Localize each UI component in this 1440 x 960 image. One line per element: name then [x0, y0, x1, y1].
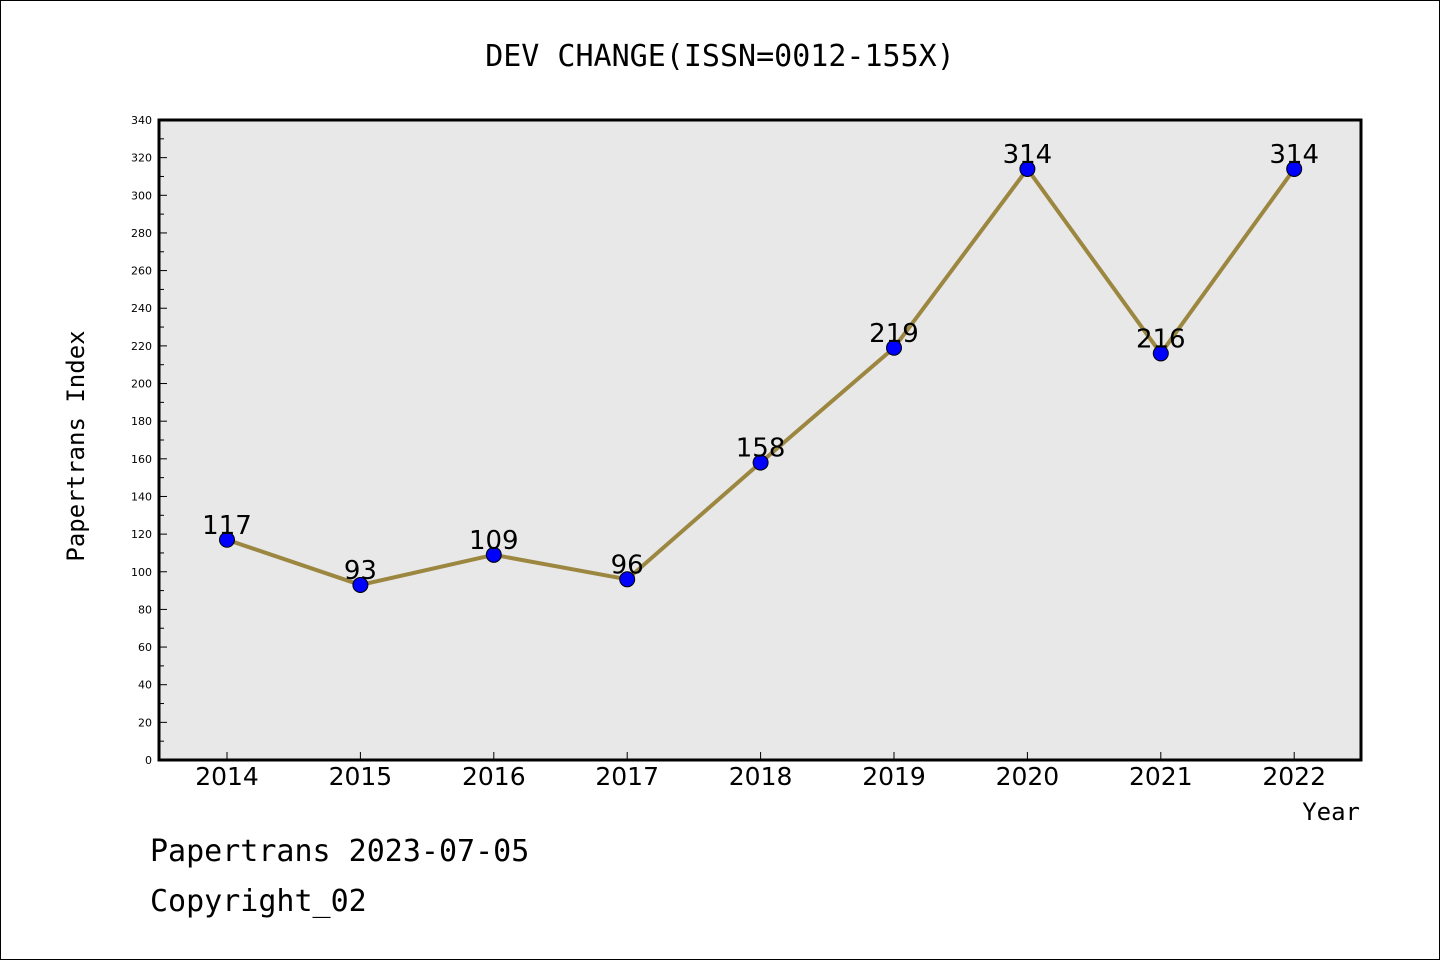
y-tick-label: 20	[138, 716, 152, 729]
data-label: 158	[736, 434, 786, 464]
data-label: 117	[202, 511, 252, 541]
x-tick-label: 2017	[595, 762, 659, 791]
y-tick-label: 340	[131, 114, 152, 127]
footer-copyright: Copyright_02	[150, 884, 367, 919]
data-point	[1286, 160, 1303, 177]
y-tick-label: 260	[131, 265, 152, 278]
y-tick-label: 80	[138, 603, 152, 616]
data-point	[1019, 160, 1036, 177]
data-point	[1152, 345, 1169, 362]
data-label: 93	[344, 556, 377, 586]
series-group	[219, 160, 1303, 593]
data-label: 96	[611, 550, 644, 580]
y-tick-label: 280	[131, 227, 152, 240]
x-tick-label: 2015	[329, 762, 393, 791]
footer-date-line: Papertrans 2023-07-05	[150, 834, 530, 869]
data-point	[352, 576, 369, 593]
data-labels-group: 117 93 109 96 158 219 314 216 314	[202, 140, 1319, 586]
data-point	[752, 454, 769, 471]
data-label: 219	[869, 319, 919, 349]
y-tick-label: 60	[138, 641, 152, 654]
y-tick-label: 160	[131, 453, 152, 466]
x-tick-label: 2014	[195, 762, 259, 791]
data-point	[886, 339, 902, 356]
y-axis-label: Papertrans Index	[62, 330, 90, 561]
data-label: 109	[469, 526, 519, 556]
data-label: 216	[1136, 324, 1186, 354]
data-point	[219, 531, 235, 548]
y-tick-label: 240	[131, 302, 152, 315]
plot-border	[157, 118, 1363, 762]
x-tick-label: 2022	[1262, 762, 1326, 791]
x-tick-label: 2016	[462, 762, 526, 791]
x-axis: 2014 2015 2016 2017 2018 2019 2020 2021 2022	[195, 752, 1326, 791]
data-label: 314	[1269, 140, 1319, 170]
plot-area	[159, 120, 1361, 760]
y-tick-label: 320	[131, 152, 152, 165]
y-tick-label: 40	[138, 679, 152, 692]
y-tick-label: 140	[131, 490, 152, 503]
x-tick-label: 2018	[729, 762, 793, 791]
y-tick-label: 120	[131, 528, 152, 541]
x-tick-label: 2021	[1129, 762, 1193, 791]
data-label: 314	[1003, 140, 1053, 170]
y-tick-label: 100	[131, 566, 152, 579]
data-point	[619, 571, 636, 588]
x-tick-label: 2019	[862, 762, 926, 791]
data-point	[485, 546, 502, 563]
y-tick-label: 0	[145, 754, 152, 767]
y-tick-label: 200	[131, 378, 152, 391]
y-tick-label: 300	[131, 189, 152, 202]
y-tick-label: 180	[131, 415, 152, 428]
x-tick-label: 2020	[996, 762, 1060, 791]
x-axis-label: Year	[1302, 798, 1360, 826]
chart-title: DEV CHANGE(ISSN=0012-155X)	[485, 39, 955, 74]
y-tick-label: 220	[131, 340, 152, 353]
y-axis: 0 20 40 60 80 100 120 140 160 180 200 220 240 260 280 3…	[131, 114, 167, 767]
